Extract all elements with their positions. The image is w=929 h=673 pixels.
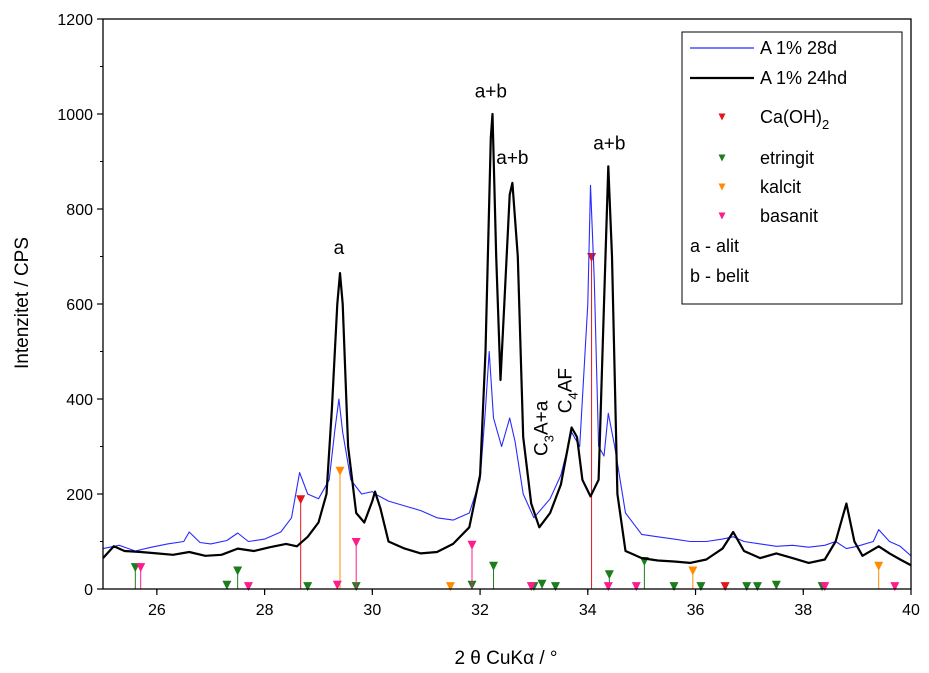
peak-label: a+b (475, 81, 507, 102)
marker-point (351, 537, 361, 547)
label-subscript: 4 (566, 392, 581, 399)
x-tick-label: 28 (256, 602, 274, 619)
marker-point (631, 582, 641, 592)
y-axis-title: Intenzitet / CPS (12, 237, 33, 369)
marker-point (332, 580, 342, 590)
legend-label: etringit (760, 148, 814, 168)
y-tick-label: 1200 (57, 12, 93, 29)
marker-point (335, 466, 345, 476)
y-tick-label: 1000 (57, 107, 93, 124)
marker-point (243, 582, 253, 592)
marker-point (222, 580, 232, 590)
label-rest: A+a (531, 400, 552, 435)
legend-marker-swatch (718, 154, 726, 162)
legend-label: basanit (760, 206, 818, 226)
marker-point (603, 582, 613, 592)
legend-label-main: Ca(OH) (760, 107, 822, 127)
marker-point (489, 561, 499, 571)
marker-point (669, 582, 679, 592)
label-base: C (531, 442, 552, 456)
y-tick-label: 0 (84, 582, 93, 599)
peak-label-rotated: C3A+a (531, 400, 556, 456)
marker-point (550, 582, 560, 592)
marker-point (303, 582, 313, 592)
legend-label-subscript: 2 (822, 117, 829, 132)
x-axis-title: 2 θ CuKα / ° (454, 648, 557, 669)
marker-point (820, 582, 830, 592)
reference-markers (130, 252, 900, 592)
peak-label: a+b (593, 134, 625, 155)
legend-label: a - alit (690, 236, 739, 256)
marker-point (136, 563, 146, 573)
legend-marker-swatch (718, 183, 726, 191)
legend-marker-swatch (718, 113, 726, 121)
marker-point (233, 566, 243, 576)
legend-label: kalcit (760, 177, 801, 197)
peak-label: a+b (496, 148, 528, 169)
marker-point (604, 570, 614, 580)
marker-point (720, 582, 730, 592)
legend-label-main: kalcit (760, 177, 801, 197)
series-line (103, 184, 911, 557)
legend: A 1% 28d A 1% 24hd Ca(OH)2 etringit kalcit ba… (681, 31, 903, 305)
x-tick-label: 36 (687, 602, 705, 619)
y-tick-label: 800 (66, 202, 93, 219)
data-series (103, 112, 911, 567)
label-base: C (556, 400, 577, 414)
y-tick-label: 200 (66, 487, 93, 504)
marker-point (752, 582, 762, 592)
legend-marker-swatch (718, 212, 726, 220)
marker-point (696, 582, 706, 592)
x-tick-label: 32 (471, 602, 489, 619)
marker-point (296, 495, 306, 505)
marker-point (537, 579, 547, 589)
peak-label: a (334, 238, 345, 259)
marker-point (874, 561, 884, 571)
legend-label: Ca(OH)2 (760, 107, 829, 132)
marker-point (742, 582, 752, 592)
legend-label: b - belit (690, 266, 749, 286)
peak-label-rotated: C4AF (556, 368, 581, 413)
label-rest: AF (556, 368, 577, 392)
legend-label-main: etringit (760, 148, 814, 168)
marker-point (526, 582, 536, 592)
x-tick-label: 34 (579, 602, 597, 619)
legend-label-main: basanit (760, 206, 818, 226)
marker-point (467, 540, 477, 550)
label-subscript: 3 (541, 435, 556, 442)
x-tick-label: 26 (148, 602, 166, 619)
x-tick-label: 40 (902, 602, 920, 619)
x-tick-label: 38 (794, 602, 812, 619)
marker-point (688, 566, 698, 576)
y-tick-label: 400 (66, 392, 93, 409)
legend-label: A 1% 28d (760, 38, 837, 58)
legend-label: A 1% 24hd (760, 68, 847, 88)
x-tick-label: 30 (363, 602, 381, 619)
series-line (103, 112, 911, 567)
marker-point (771, 580, 781, 590)
marker-point (445, 582, 455, 592)
marker-point (890, 582, 900, 592)
y-tick-label: 600 (66, 297, 93, 314)
